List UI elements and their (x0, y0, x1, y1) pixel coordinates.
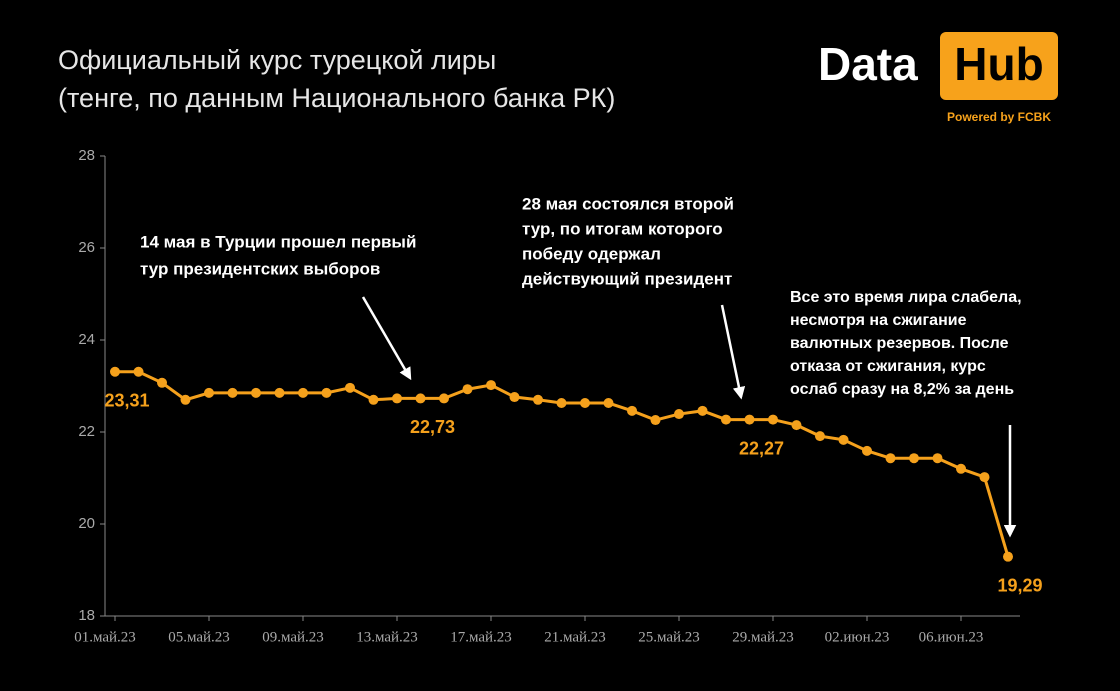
y-tick-label: 18 (78, 607, 95, 624)
point (580, 398, 590, 409)
point (133, 366, 144, 377)
point (439, 393, 449, 404)
value-label: 23,31 (104, 390, 149, 410)
y-tick-label: 28 (78, 147, 95, 164)
point (110, 366, 120, 377)
point (251, 387, 261, 398)
point (298, 387, 308, 398)
point (556, 398, 567, 409)
chart-title: Официальный курс турецкой лиры (58, 45, 496, 75)
annotation: отказа от сжигания, курс (790, 358, 986, 375)
y-tick-label: 26 (78, 239, 95, 256)
point (768, 414, 778, 425)
logo-text: Data (818, 38, 918, 90)
point (486, 380, 496, 391)
annotation: 28 мая состоялся второй (522, 194, 734, 213)
x-tick-label: 13.май.23 (356, 629, 418, 645)
logo-tagline: Powered by FCBK (947, 110, 1051, 124)
y-tick-label: 24 (78, 331, 95, 348)
point (227, 387, 238, 398)
annotation: тур, по итогам которого (522, 219, 723, 238)
y-tick-label: 20 (78, 515, 95, 532)
arrow (361, 296, 412, 381)
point (368, 394, 379, 405)
point (744, 414, 755, 425)
annotation: Все это время лира слабела, (790, 289, 1022, 306)
point (204, 387, 214, 398)
point (603, 398, 614, 409)
x-tick-label: 29.май.23 (732, 629, 794, 645)
point (697, 405, 708, 416)
annotation: действующий президент (522, 269, 732, 288)
point (885, 453, 896, 464)
point (274, 387, 285, 398)
chart-subtitle: (тенге, по данным Национального банка РК… (58, 83, 615, 113)
point (462, 384, 473, 395)
x-tick-label: 06.июн.23 (919, 629, 984, 645)
point (721, 414, 731, 425)
point (932, 453, 943, 464)
y-tick-label: 22 (78, 423, 95, 440)
x-tick-label: 05.май.23 (168, 629, 230, 645)
x-tick-label: 21.май.23 (544, 629, 606, 645)
x-tick-label: 02.июн.23 (825, 629, 890, 645)
point (509, 392, 520, 403)
point (627, 405, 637, 416)
value-label: 22,27 (739, 438, 784, 458)
point (815, 431, 825, 442)
point (180, 394, 191, 405)
point (415, 393, 426, 404)
x-tick-label: 01.май.23 (74, 629, 136, 645)
value-label: 19,29 (997, 575, 1042, 595)
point (979, 472, 990, 483)
point (533, 394, 543, 405)
point (392, 393, 402, 404)
annotation: победу одержал (522, 244, 661, 263)
logo-badge (940, 32, 1058, 100)
point (956, 463, 966, 474)
annotation: 14 мая в Турции прошел первый (140, 232, 416, 251)
point (791, 420, 802, 431)
point (674, 409, 684, 420)
point (1003, 551, 1013, 562)
point (345, 382, 355, 393)
x-tick-label: 17.май.23 (450, 629, 512, 645)
x-tick-label: 09.май.23 (262, 629, 324, 645)
annotation: несмотря на сжигание (790, 312, 967, 329)
point (862, 445, 872, 456)
point (838, 434, 849, 445)
point (909, 453, 919, 464)
annotation: ослаб сразу на 8,2% за день (790, 381, 1014, 398)
arrow (720, 304, 746, 400)
logo-badge-text: Hub (954, 38, 1043, 90)
point (321, 387, 332, 398)
x-tick-label: 25.май.23 (638, 629, 700, 645)
value-label: 22,73 (410, 417, 455, 437)
point (157, 377, 167, 388)
annotation: тур президентских выборов (140, 259, 380, 278)
annotation: валютных резервов. После (790, 335, 1009, 352)
point (650, 415, 661, 426)
